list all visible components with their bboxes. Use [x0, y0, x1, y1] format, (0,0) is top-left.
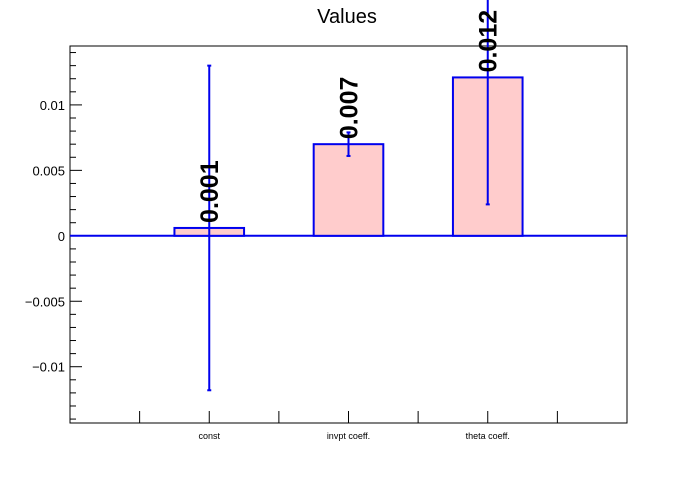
x-tick-label: const: [198, 431, 220, 441]
data-label: 0.012: [475, 10, 503, 73]
y-tick-label: −0.01: [32, 360, 65, 375]
data-label: 0.007: [336, 77, 364, 140]
data-label: 0.001: [196, 160, 224, 223]
chart-title: Values: [317, 6, 377, 28]
y-tick-label: −0.005: [25, 294, 65, 309]
x-tick-label: invpt coeff.: [327, 431, 370, 441]
bar: [312, 143, 385, 237]
x-tick-label: theta coeff.: [466, 431, 510, 441]
y-tick-label: 0: [58, 229, 65, 244]
y-tick-label: 0.01: [40, 98, 65, 113]
y-tick-label: 0.005: [32, 163, 65, 178]
